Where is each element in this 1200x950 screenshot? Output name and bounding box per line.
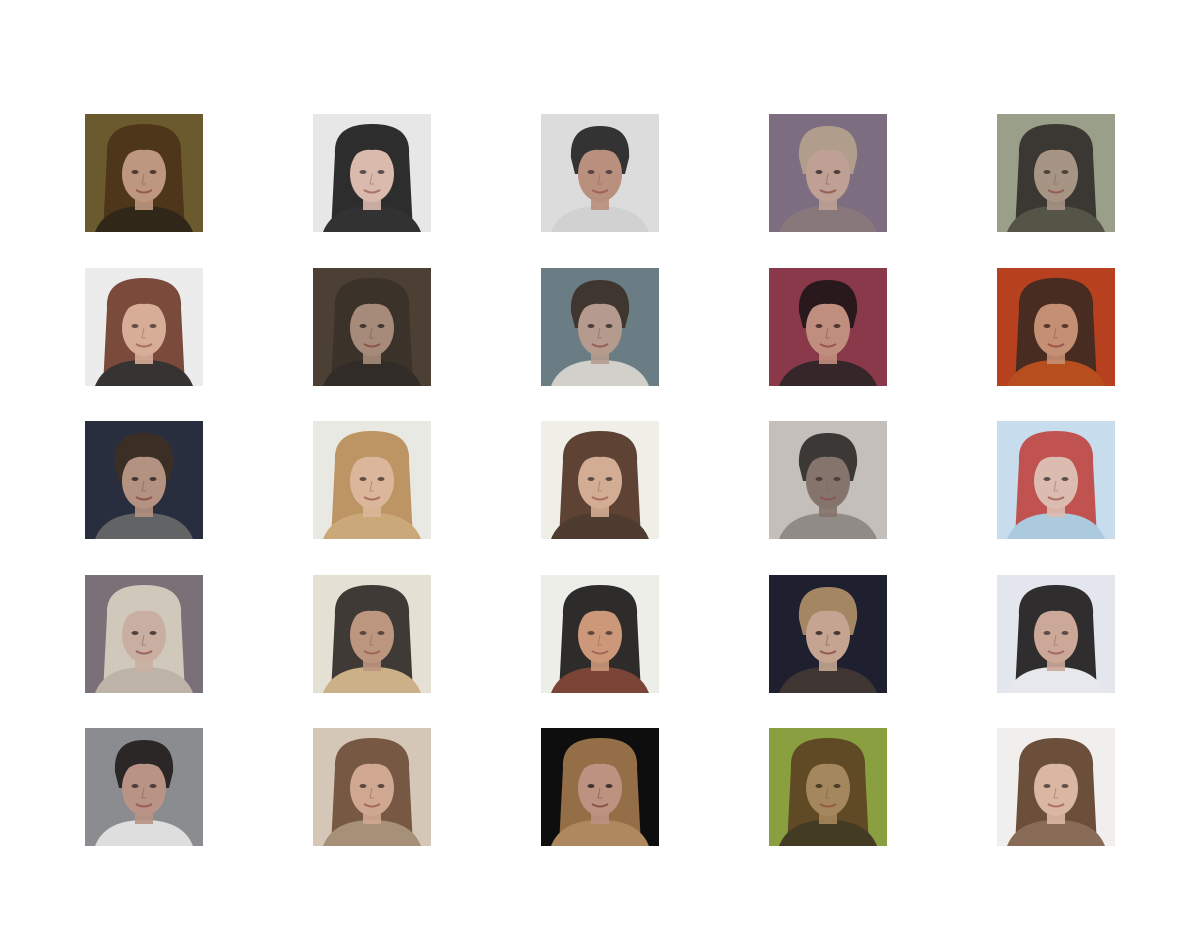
face-image <box>997 575 1115 693</box>
face-image <box>997 114 1115 232</box>
face-image <box>541 728 659 846</box>
face-image <box>769 421 887 539</box>
face-image <box>997 728 1115 846</box>
face-image <box>997 421 1115 539</box>
face-image <box>85 728 203 846</box>
face-image <box>769 575 887 693</box>
face-image <box>541 114 659 232</box>
face-image <box>313 114 431 232</box>
face-image <box>313 728 431 846</box>
face-image <box>85 575 203 693</box>
face-image <box>541 421 659 539</box>
face-image <box>313 268 431 386</box>
face-image <box>541 268 659 386</box>
face-image <box>769 268 887 386</box>
face-image <box>313 575 431 693</box>
face-image <box>313 421 431 539</box>
face-image <box>769 728 887 846</box>
face-image <box>541 575 659 693</box>
face-image <box>85 421 203 539</box>
face-image <box>85 268 203 386</box>
face-image <box>997 268 1115 386</box>
face-image <box>85 114 203 232</box>
face-image <box>769 114 887 232</box>
